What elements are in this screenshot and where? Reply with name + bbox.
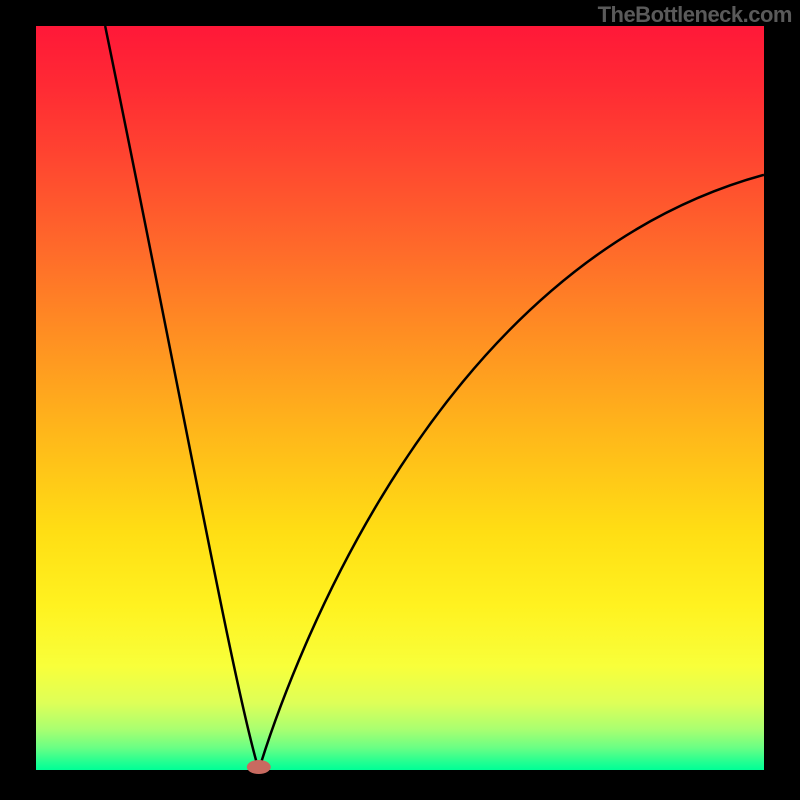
chart-container: TheBottleneck.com [0,0,800,800]
watermark-text: TheBottleneck.com [598,2,792,28]
plot-background [36,26,764,770]
vertex-marker [247,760,271,774]
bottleneck-plot [0,0,800,800]
